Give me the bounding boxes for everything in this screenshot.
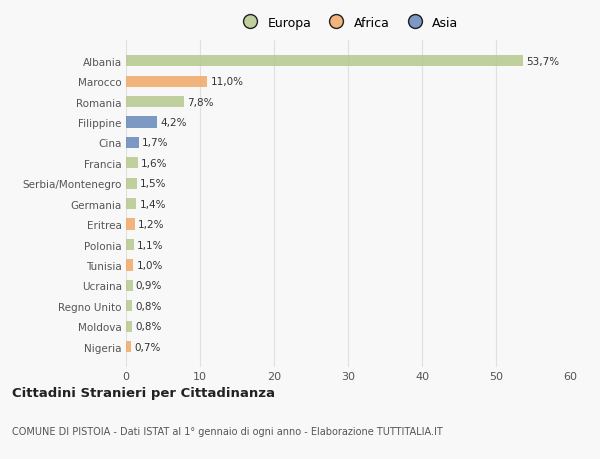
Text: 0,7%: 0,7% [134, 342, 161, 352]
Text: 1,5%: 1,5% [140, 179, 167, 189]
Bar [126, 178, 137, 190]
Bar [126, 219, 135, 230]
Text: 1,7%: 1,7% [142, 138, 168, 148]
Text: 11,0%: 11,0% [211, 77, 244, 87]
Text: 0,9%: 0,9% [136, 281, 162, 291]
Text: 0,8%: 0,8% [135, 301, 161, 311]
Bar [126, 341, 131, 353]
Text: 0,8%: 0,8% [135, 321, 161, 331]
Text: 1,2%: 1,2% [138, 219, 164, 230]
Bar [126, 77, 208, 88]
Bar [126, 321, 132, 332]
Bar [126, 56, 523, 67]
Bar [126, 260, 133, 271]
Text: 1,6%: 1,6% [141, 158, 167, 168]
Text: 4,2%: 4,2% [160, 118, 187, 128]
Bar [126, 280, 133, 291]
Text: 1,1%: 1,1% [137, 240, 164, 250]
Text: 1,0%: 1,0% [136, 260, 163, 270]
Bar [126, 301, 132, 312]
Bar [126, 97, 184, 108]
Text: 53,7%: 53,7% [526, 57, 559, 67]
Text: COMUNE DI PISTOIA - Dati ISTAT al 1° gennaio di ogni anno - Elaborazione TUTTITA: COMUNE DI PISTOIA - Dati ISTAT al 1° gen… [12, 426, 443, 436]
Bar [126, 138, 139, 149]
Text: 1,4%: 1,4% [139, 199, 166, 209]
Bar [126, 240, 134, 251]
Legend: Europa, Africa, Asia: Europa, Africa, Asia [233, 11, 464, 34]
Text: Cittadini Stranieri per Cittadinanza: Cittadini Stranieri per Cittadinanza [12, 386, 275, 399]
Bar [126, 158, 138, 169]
Text: 7,8%: 7,8% [187, 97, 213, 107]
Bar [126, 199, 136, 210]
Bar [126, 117, 157, 129]
